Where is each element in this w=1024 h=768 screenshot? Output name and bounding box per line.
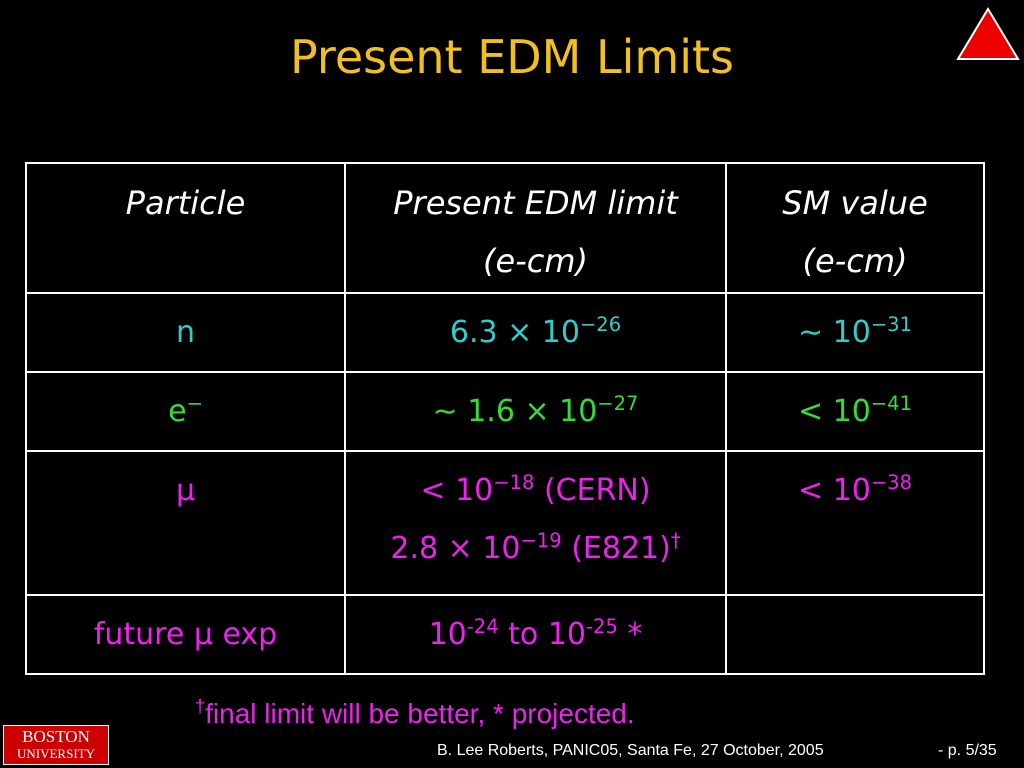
cell: 10-24 to 10-25 * — [344, 594, 727, 675]
text: 6.3 × 10 — [449, 315, 580, 350]
superscript: -24 — [466, 615, 499, 638]
superscript: − — [186, 392, 203, 415]
superscript: −27 — [597, 392, 639, 415]
superscript: −38 — [870, 471, 912, 494]
text: * — [617, 617, 643, 652]
text: (e-cm) — [802, 242, 908, 280]
cell-line: ∼ 10−31 — [733, 304, 977, 362]
text: (E821) — [561, 531, 671, 566]
text: < 10 — [420, 473, 494, 508]
logo-text: UNIVERSITY — [17, 746, 95, 761]
cell-line: Present EDM limit — [352, 174, 719, 232]
cell-line: SM value — [733, 174, 977, 232]
cell: μ — [25, 450, 346, 596]
superscript: −26 — [579, 313, 622, 336]
text: (e-cm) — [483, 242, 588, 280]
superscript: −19 — [520, 529, 562, 552]
cell-line: < 10−18 (CERN) — [352, 462, 719, 520]
row: e− ∼ 1.6 × 10−27 < 10−41 — [25, 371, 985, 452]
cell: Present EDM limit (e-cm) — [344, 162, 727, 294]
cell: SM value (e-cm) — [725, 162, 985, 294]
logo-text: BOSTON — [22, 727, 90, 746]
header-row: Particle Present EDM limit (e-cm) SM value (… — [25, 162, 985, 294]
cell-line: 10-24 to 10-25 * — [352, 606, 719, 664]
superscript: † — [195, 696, 206, 717]
cell: < 10−18 (CERN) 2.8 × 10−19 (E821)† — [344, 450, 727, 596]
cell: < 10−41 — [725, 371, 985, 452]
text: 10 — [428, 617, 467, 652]
superscript: −41 — [870, 392, 912, 415]
text: to 10 — [498, 617, 586, 652]
cell-line: 2.8 × 10−19 (E821)† — [352, 520, 719, 578]
superscript: † — [670, 529, 681, 552]
cell-line: 6.3 × 10−26 — [352, 304, 719, 362]
cell: 6.3 × 10−26 — [344, 292, 727, 373]
text: Particle — [125, 184, 246, 222]
text: μ — [175, 473, 196, 508]
superscript: −31 — [870, 313, 912, 336]
cell: ∼ 1.6 × 10−27 — [344, 371, 727, 452]
superscript: -25 — [586, 615, 618, 638]
text: e — [168, 394, 187, 429]
row: n 6.3 × 10−26 ∼ 10−31 — [25, 292, 985, 373]
page-number: - p. 5/35 — [938, 742, 997, 759]
cell-line: ∼ 1.6 × 10−27 — [352, 383, 719, 441]
cell-line: e− — [33, 383, 338, 441]
text: SM value — [782, 184, 928, 222]
nav-icon[interactable] — [955, 6, 1021, 62]
text: < 10 — [797, 473, 871, 508]
row: future μ exp 10-24 to 10-25 * — [25, 594, 985, 675]
cell: e− — [25, 371, 346, 452]
footnote: †final limit will be better, * projected… — [195, 698, 635, 730]
cell-line: < 10−38 — [733, 462, 977, 520]
cell: n — [25, 292, 346, 373]
title: Present EDM Limits — [289, 30, 734, 84]
text: ∼ 1.6 × 10 — [432, 394, 598, 429]
superscript: −18 — [493, 471, 535, 494]
text: future μ exp — [93, 617, 278, 652]
text: (CERN) — [534, 473, 651, 508]
citation: B. Lee Roberts, PANIC05, Santa Fe, 27 Oc… — [437, 742, 824, 759]
cell: future μ exp — [25, 594, 346, 675]
cell — [725, 594, 985, 675]
cell: Particle — [25, 162, 346, 294]
cell-line: Particle — [33, 174, 338, 232]
text: final limit will be better, * projected. — [205, 698, 635, 729]
text: ∼ 10 — [797, 315, 871, 350]
text: n — [175, 315, 195, 350]
edm-table: Particle Present EDM limit (e-cm) SM value (… — [25, 162, 985, 675]
logo: BOSTON UNIVERSITY — [3, 725, 109, 765]
cell-line: < 10−41 — [733, 383, 977, 441]
cell-line: (e-cm) — [352, 232, 719, 290]
cell: ∼ 10−31 — [725, 292, 985, 373]
text: Present EDM limit — [393, 184, 678, 222]
cell: < 10−38 — [725, 450, 985, 596]
cell-line: n — [33, 304, 338, 362]
text: 2.8 × 10 — [390, 531, 521, 566]
text: < 10 — [797, 394, 871, 429]
cell-line: future μ exp — [33, 606, 338, 664]
row: μ < 10−18 (CERN) 2.8 × 10−19 (E821)† < 10−3… — [25, 450, 985, 596]
cell-line: (e-cm) — [733, 232, 977, 290]
cell-line: μ — [33, 462, 338, 520]
